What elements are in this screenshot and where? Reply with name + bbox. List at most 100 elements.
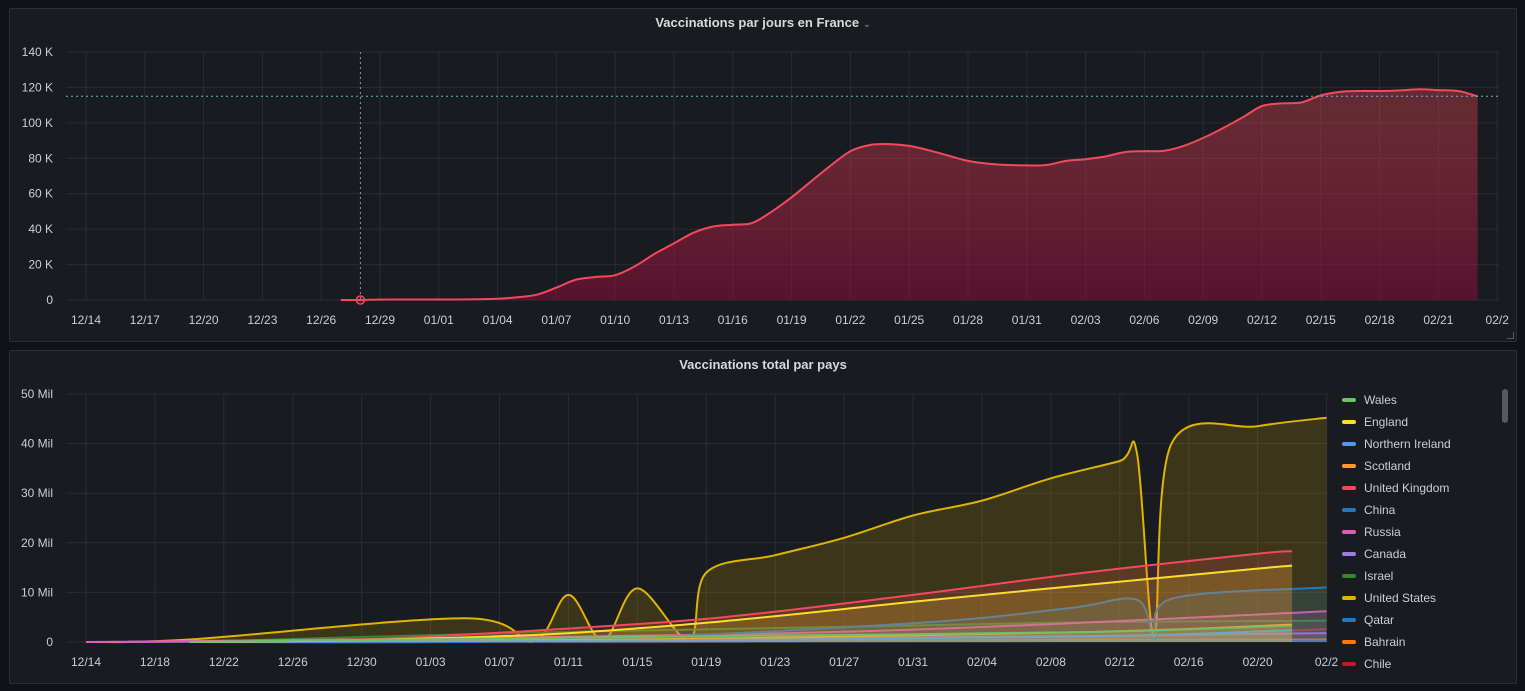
- series-area: [189, 565, 1293, 642]
- legend-item[interactable]: China: [1342, 499, 1502, 521]
- legend-swatch: [1342, 508, 1356, 512]
- daily-vaccinations-panel: Vaccinations par jours en France ⌄ 0 20 K 4…: [9, 8, 1517, 342]
- series-area: [189, 630, 1293, 642]
- x-tick-label: 01/31: [1012, 313, 1042, 327]
- x-tick-label: 02/08: [1036, 655, 1066, 669]
- y-tick-label: 0: [46, 635, 53, 649]
- legend-item[interactable]: Canada: [1342, 543, 1502, 565]
- legend-item[interactable]: Scotland: [1342, 455, 1502, 477]
- y-tick-label: 20 Mil: [21, 536, 53, 550]
- legend-item[interactable]: Bahrain: [1342, 631, 1502, 653]
- chevron-down-icon[interactable]: ⌄: [863, 19, 871, 29]
- y-tick-label: 120 K: [22, 80, 53, 94]
- legend-swatch: [1342, 530, 1356, 534]
- legend-label: Scotland: [1364, 459, 1411, 473]
- x-tick-label: 02/06: [1129, 313, 1159, 327]
- legend-label: Northern Ireland: [1364, 437, 1451, 451]
- y-tick-label: 30 Mil: [21, 486, 53, 500]
- x-tick-label: 02/21: [1423, 313, 1453, 327]
- legend-label: Qatar: [1364, 613, 1395, 627]
- legend-swatch: [1342, 442, 1356, 446]
- x-tick-label: 01/31: [898, 655, 928, 669]
- legend-item[interactable]: England: [1342, 411, 1502, 433]
- x-tick-label: 01/07: [541, 313, 571, 327]
- legend-item[interactable]: Chile: [1342, 653, 1502, 675]
- x-tick-label: 02/09: [1188, 313, 1218, 327]
- legend-label: England: [1364, 415, 1409, 429]
- x-tick-label: 01/13: [659, 313, 689, 327]
- x-tick-label: 02/03: [1071, 313, 1101, 327]
- x-tick-label: 12/18: [140, 655, 170, 669]
- legend-label: Bahrain: [1364, 635, 1406, 649]
- legend-item[interactable]: Israel: [1342, 565, 1502, 587]
- legend-swatch: [1342, 464, 1356, 468]
- x-tick-label: 12/17: [130, 313, 160, 327]
- legend-swatch: [1342, 640, 1356, 644]
- daily-vaccinations-chart[interactable]: 0 20 K 40 K 60 K 80 K 100 K 120 K 140 K 12/14 12/…: [10, 9, 1516, 341]
- y-tick-label: 10 Mil: [21, 585, 53, 599]
- resize-handle-icon[interactable]: [1507, 332, 1514, 339]
- legend-label: United States: [1364, 591, 1437, 605]
- x-tick-label: 02/04: [967, 655, 997, 669]
- legend-swatch: [1342, 486, 1356, 490]
- x-tick-label: 01/10: [600, 313, 630, 327]
- legend-swatch: [1342, 574, 1356, 578]
- x-tick-label: 12/20: [189, 313, 219, 327]
- x-tick-label: 01/03: [416, 655, 446, 669]
- x-tick-label: 12/26: [278, 655, 308, 669]
- legend-scrollbar[interactable]: [1502, 389, 1508, 423]
- legend-label: Canada: [1364, 547, 1407, 561]
- y-tick-label: 0: [46, 293, 53, 307]
- x-tick-label: 01/04: [483, 313, 513, 327]
- series-area: [340, 89, 1478, 301]
- legend-swatch: [1342, 398, 1356, 402]
- x-tick-label: 01/16: [718, 313, 748, 327]
- series-area: [189, 551, 1293, 642]
- y-tick-label: 140 K: [22, 45, 53, 59]
- legend-swatch: [1342, 420, 1356, 424]
- series-line: [189, 624, 1293, 643]
- x-tick-label: 01/01: [424, 313, 454, 327]
- legend-label: United Kingdom: [1364, 481, 1450, 495]
- x-tick-label: 01/23: [760, 655, 790, 669]
- legend-label: Israel: [1364, 569, 1394, 583]
- series-area: [120, 633, 1327, 642]
- series-line: [189, 629, 1293, 643]
- legend-item[interactable]: United Kingdom: [1342, 477, 1502, 499]
- x-tick-label: 01/27: [829, 655, 859, 669]
- x-tick-label: 01/28: [953, 313, 983, 327]
- legend-item[interactable]: Northern Ireland: [1342, 433, 1502, 455]
- legend-swatch: [1342, 618, 1356, 622]
- panel-title[interactable]: Vaccinations total par pays: [679, 357, 847, 372]
- x-tick-label: 12/23: [247, 313, 277, 327]
- x-tick-label: 12/26: [306, 313, 336, 327]
- legend-item[interactable]: Qatar: [1342, 609, 1502, 631]
- x-tick-label: 02/12: [1105, 655, 1135, 669]
- legend-swatch: [1342, 662, 1356, 666]
- legend-item[interactable]: Russia: [1342, 521, 1502, 543]
- legend-item[interactable]: Wales: [1342, 389, 1502, 411]
- panel-title[interactable]: Vaccinations par jours en France ⌄: [655, 15, 871, 30]
- series-area: [189, 625, 1293, 642]
- x-tick-label: 02/2: [1315, 655, 1339, 669]
- x-tick-label: 12/30: [347, 655, 377, 669]
- x-tick-label: 02/18: [1365, 313, 1395, 327]
- total-vaccinations-panel: Vaccinations total par pays 0 10 Mil 20 Mi…: [9, 350, 1517, 684]
- x-tick-label: 02/20: [1243, 655, 1273, 669]
- legend-item[interactable]: United States: [1342, 587, 1502, 609]
- x-tick-label: 12/14: [71, 313, 101, 327]
- y-tick-label: 20 K: [28, 258, 53, 272]
- x-tick-label: 01/11: [554, 655, 583, 669]
- y-tick-label: 100 K: [22, 116, 53, 130]
- hover-point-dot: [358, 298, 362, 302]
- y-tick-label: 80 K: [28, 151, 53, 165]
- total-vaccinations-chart[interactable]: 0 10 Mil 20 Mil 30 Mil 40 Mil 50 Mil 12/14 12/1…: [10, 351, 1516, 683]
- x-tick-label: 12/22: [209, 655, 239, 669]
- hover-point: [355, 295, 366, 305]
- x-tick-label: 02/12: [1247, 313, 1277, 327]
- series-area: [189, 587, 1327, 643]
- x-tick-label: 01/19: [777, 313, 807, 327]
- x-tick-label: 01/15: [622, 655, 652, 669]
- y-tick-label: 40 K: [28, 222, 53, 236]
- x-tick-label: 02/2: [1486, 313, 1510, 327]
